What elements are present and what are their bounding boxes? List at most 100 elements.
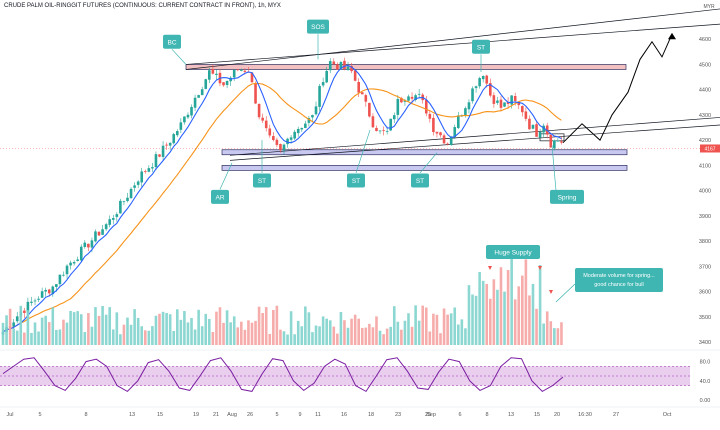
volume-bar bbox=[122, 324, 126, 345]
candle-body bbox=[385, 130, 389, 132]
volume-bar bbox=[8, 308, 12, 345]
volume-bar bbox=[211, 332, 215, 345]
volume-bar bbox=[417, 320, 421, 345]
volume-bar bbox=[553, 328, 556, 345]
volume-bar bbox=[392, 306, 396, 345]
candle-body bbox=[368, 102, 371, 117]
candle-body bbox=[489, 83, 492, 96]
candle-body bbox=[12, 322, 15, 327]
volume-bar bbox=[414, 305, 417, 345]
volume-bar bbox=[183, 311, 186, 345]
candle-body bbox=[300, 127, 304, 130]
price-badge bbox=[700, 144, 720, 153]
candle-body bbox=[254, 83, 257, 104]
candle-body bbox=[190, 106, 193, 116]
volume-bar bbox=[19, 305, 23, 345]
candle-body bbox=[236, 69, 240, 71]
volume-bar bbox=[79, 314, 83, 345]
volume-red-arrow-1 bbox=[538, 266, 542, 270]
volume-bar bbox=[407, 313, 410, 345]
volume-bar bbox=[531, 283, 535, 345]
annotation-label-4: ST bbox=[258, 178, 266, 185]
candle-body bbox=[58, 274, 62, 285]
y-tick-label-3: 3700 bbox=[699, 264, 711, 270]
volume-bar bbox=[55, 329, 58, 345]
candle-body bbox=[296, 128, 300, 134]
volume-note-line-1: Moderate volume for spring... bbox=[583, 273, 655, 279]
volume-note-line-2: good chance for bull bbox=[594, 282, 644, 288]
volume-bar bbox=[247, 320, 250, 345]
candle-body bbox=[23, 310, 26, 313]
candle-body bbox=[147, 168, 151, 172]
candle-body bbox=[83, 242, 87, 247]
rsi-line bbox=[2, 357, 564, 393]
candle-body bbox=[325, 70, 328, 83]
candle-body bbox=[69, 262, 72, 266]
volume-bar bbox=[353, 314, 357, 345]
x-tick-label-8: Aug bbox=[227, 412, 237, 418]
volume-bar bbox=[492, 279, 496, 345]
volume-bar bbox=[168, 314, 172, 345]
candle-body bbox=[133, 185, 136, 188]
volume-bar bbox=[197, 309, 200, 345]
volume-bar bbox=[456, 324, 460, 345]
candle-body bbox=[261, 117, 264, 121]
volume-bar bbox=[339, 311, 343, 345]
volume-bar bbox=[471, 294, 474, 345]
candle-body bbox=[272, 136, 275, 141]
candle-body bbox=[101, 229, 104, 235]
volume-bar bbox=[503, 291, 506, 345]
candle-body bbox=[339, 62, 343, 70]
x-tick-label-14: 23 bbox=[395, 412, 401, 418]
volume-bar bbox=[400, 329, 403, 345]
projection-arrow bbox=[668, 32, 676, 40]
rsi-tick-label-0: 80.0 bbox=[700, 360, 711, 366]
candle-body bbox=[478, 78, 481, 87]
volume-bar bbox=[499, 267, 503, 345]
support-zone-upper bbox=[221, 149, 628, 156]
volume-bar bbox=[528, 295, 531, 345]
volume-bar bbox=[424, 307, 428, 345]
volume-bar bbox=[478, 271, 481, 345]
volume-bar bbox=[385, 328, 389, 345]
volume-bar bbox=[346, 327, 350, 345]
candle-body bbox=[232, 69, 236, 78]
ma-slow-line bbox=[2, 82, 562, 333]
volume-bar bbox=[314, 325, 318, 345]
volume-bar bbox=[44, 315, 47, 345]
volume-bar bbox=[382, 334, 385, 345]
candle-body bbox=[129, 188, 133, 199]
x-tick-label-19: 13 bbox=[508, 412, 514, 418]
volume-bar bbox=[467, 285, 471, 345]
candle-body bbox=[151, 167, 154, 169]
annotation-box bbox=[163, 34, 181, 49]
candle-body bbox=[47, 289, 51, 294]
volume-bar bbox=[360, 327, 364, 345]
y-tick-label-12: 4600 bbox=[699, 37, 711, 43]
candle-body bbox=[528, 118, 531, 130]
x-tick-label-15: 25 bbox=[425, 412, 431, 418]
candle-body bbox=[521, 106, 524, 113]
candle-body bbox=[126, 197, 129, 202]
candle-body bbox=[496, 100, 499, 103]
annotation-box bbox=[211, 189, 229, 204]
x-tick-label-3: 13 bbox=[129, 412, 135, 418]
candle-body bbox=[456, 115, 460, 129]
candle-body bbox=[485, 75, 489, 84]
candle-body bbox=[37, 298, 40, 300]
volume-bar bbox=[432, 313, 435, 345]
volume-bar bbox=[439, 333, 442, 345]
x-tick-label-16: Sep bbox=[426, 412, 436, 418]
candle-body bbox=[257, 103, 261, 118]
candle-body bbox=[140, 171, 144, 183]
candle-body bbox=[318, 85, 321, 107]
volume-bar bbox=[97, 315, 101, 345]
volume-bar bbox=[104, 314, 108, 345]
candle-body bbox=[538, 131, 542, 138]
volume-bar bbox=[279, 329, 282, 345]
candle-body bbox=[250, 72, 254, 83]
volume-bar bbox=[300, 326, 304, 345]
volume-bar bbox=[560, 322, 563, 345]
volume-bar bbox=[158, 313, 161, 345]
